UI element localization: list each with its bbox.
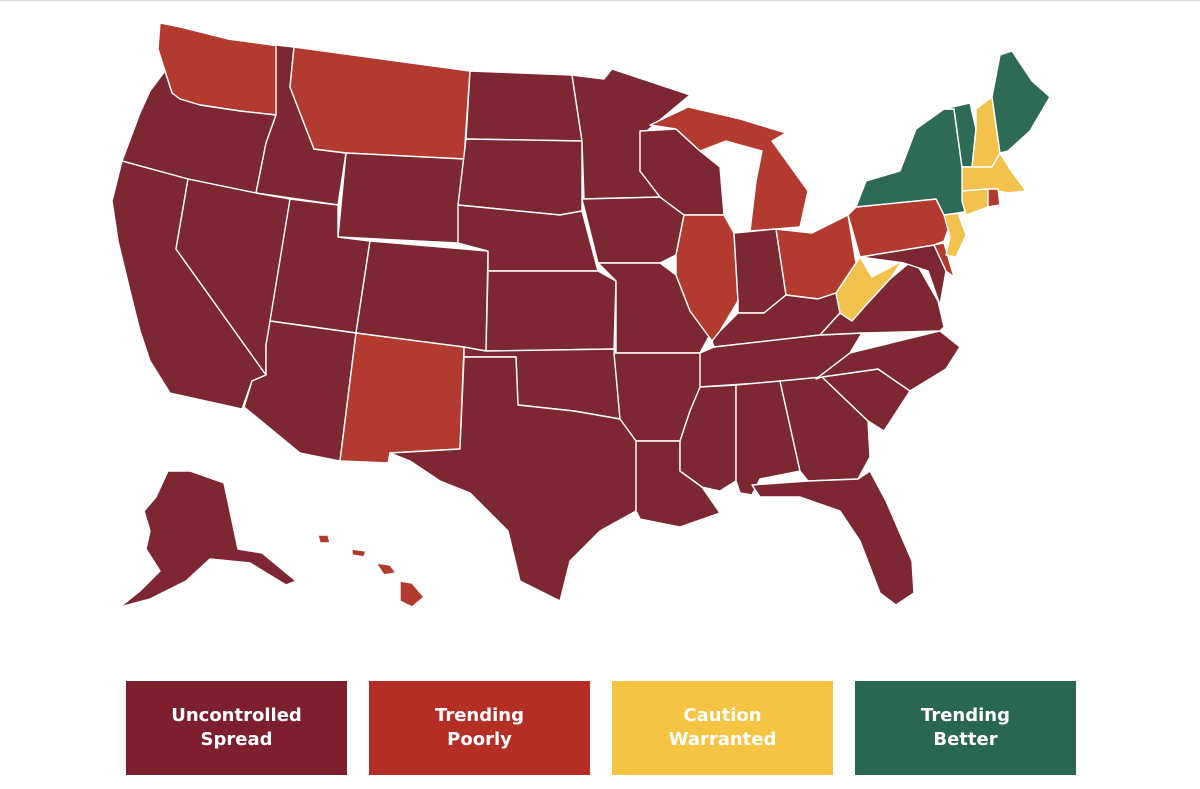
state-MT — [289, 46, 471, 160]
state-FL — [751, 470, 915, 606]
legend-uncontrolled-spread: Uncontrolled Spread — [126, 681, 347, 775]
state-HI — [399, 580, 425, 608]
state-WV — [835, 256, 903, 322]
legend: Uncontrolled Spread Trending Poorly Caut… — [126, 681, 1076, 775]
state-TX — [389, 356, 639, 602]
legend-caution-warranted: Caution Warranted — [612, 681, 833, 775]
state-ND — [465, 70, 583, 142]
state-NC — [815, 330, 961, 392]
state-HI-maui — [375, 562, 397, 576]
state-CO — [355, 240, 489, 352]
state-AK — [119, 470, 297, 608]
state-SD — [457, 138, 583, 216]
state-ME — [991, 50, 1051, 154]
us-states-map — [111, 22, 1051, 608]
state-IA — [581, 196, 685, 264]
state-NJ — [943, 212, 967, 258]
state-NM — [339, 332, 465, 464]
state-DE — [933, 242, 955, 278]
state-HI-molokai — [351, 548, 367, 558]
state-RI — [987, 188, 1001, 208]
state-HI-oahu — [317, 534, 331, 544]
state-CT — [961, 188, 989, 216]
state-WY — [337, 152, 465, 244]
legend-trending-poorly: Trending Poorly — [369, 681, 590, 775]
state-KS — [485, 270, 617, 352]
legend-trending-better: Trending Better — [855, 681, 1076, 775]
